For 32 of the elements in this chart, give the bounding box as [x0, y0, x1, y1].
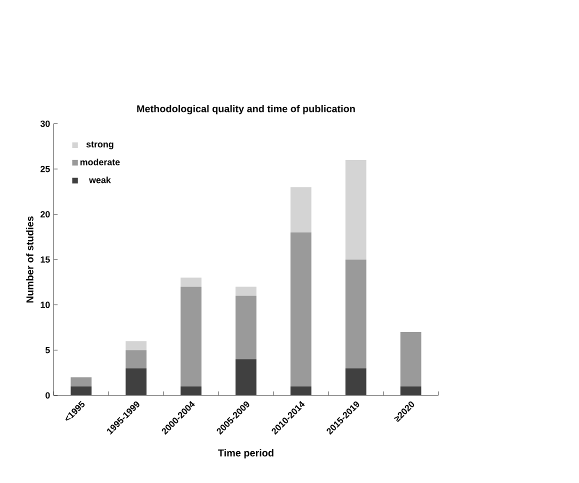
bar: [236, 296, 256, 360]
y-tick-label: 5: [45, 347, 50, 354]
bar: [345, 160, 366, 260]
bar: [400, 332, 422, 386]
legend-label: moderate: [80, 158, 120, 166]
y-axis-title: Number of studies: [26, 216, 34, 302]
y-tick-label: 15: [40, 256, 50, 263]
y-tick-label: 0: [46, 392, 50, 399]
bar: [345, 368, 366, 396]
bar: [290, 232, 312, 386]
legend-label: weak: [89, 176, 111, 184]
bar: [70, 386, 92, 396]
bar: [126, 341, 147, 350]
bar: [290, 386, 312, 396]
y-tick-label: 25: [40, 166, 50, 172]
legend-label: strong: [86, 142, 114, 150]
y-tick-label: 20: [40, 211, 50, 218]
bar: [70, 377, 92, 386]
bar: [180, 286, 202, 386]
chart-title: Methodological quality and time of publication: [137, 105, 355, 114]
bar: [345, 260, 366, 368]
bar: [400, 386, 422, 396]
bar: [180, 386, 202, 396]
x-axis-title: Time period: [218, 449, 274, 458]
y-tick-label: 30: [40, 120, 50, 127]
bar: [126, 350, 147, 368]
bar: [126, 368, 147, 396]
bar: [236, 359, 256, 396]
bar: [236, 286, 256, 296]
bar: [290, 187, 312, 232]
y-tick-label: 10: [40, 302, 50, 308]
bar: [180, 278, 202, 287]
